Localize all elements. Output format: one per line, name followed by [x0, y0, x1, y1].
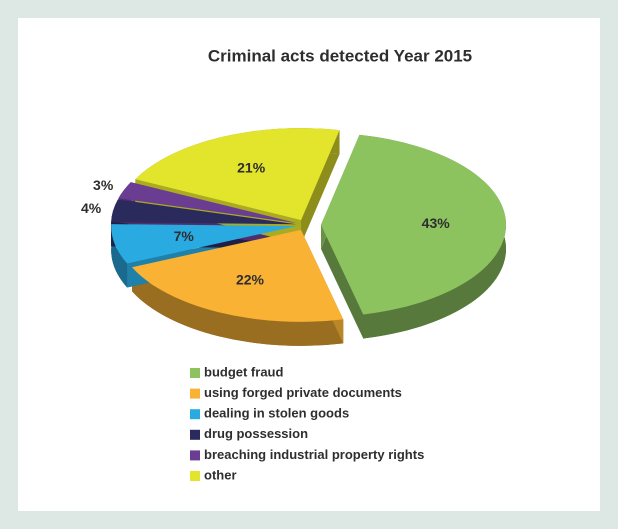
- legend-label: dealing in stolen goods: [204, 406, 349, 421]
- slice: [135, 128, 340, 221]
- slice: [131, 229, 344, 322]
- slice: [111, 224, 297, 264]
- slice-wall: [111, 224, 128, 288]
- legend-label: breaching industrial property rights: [204, 447, 424, 462]
- legend-swatch: [190, 450, 200, 461]
- legend-swatch: [190, 388, 200, 399]
- data-label: 3%: [93, 177, 114, 193]
- slice: [320, 134, 506, 315]
- data-label: 22%: [236, 272, 265, 288]
- legend-label: using forged private documents: [204, 385, 402, 400]
- slice: [118, 182, 297, 224]
- legend-swatch: [190, 368, 200, 378]
- legend-label: budget fraud: [204, 364, 283, 379]
- legend-swatch: [190, 409, 200, 420]
- data-label: 21%: [237, 159, 266, 175]
- slice: [111, 199, 297, 225]
- chart-title: Criminal acts detected Year 2015: [208, 46, 472, 65]
- legend-label: drug possession: [204, 426, 308, 441]
- slice-wall: [131, 267, 344, 346]
- legend-swatch: [190, 471, 200, 481]
- data-label: 4%: [81, 200, 102, 216]
- data-label: 7%: [174, 228, 195, 244]
- legend-label: other: [204, 467, 237, 482]
- legend-swatch: [190, 429, 200, 440]
- data-label: 43%: [422, 215, 451, 231]
